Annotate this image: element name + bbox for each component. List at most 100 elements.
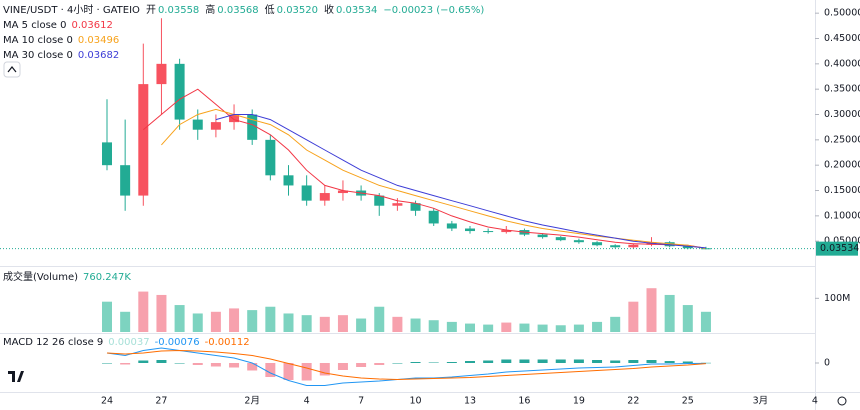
volume-bar (301, 315, 312, 332)
y-tick-label: 0 (824, 358, 830, 369)
candle-body (337, 190, 348, 194)
volume-bar (700, 311, 711, 332)
y-tick-label: 0.20000 (824, 160, 860, 171)
macd-line (106, 349, 706, 381)
macd-histogram-bar (392, 363, 403, 364)
x-tick-label: 16 (518, 396, 530, 407)
candle-body (592, 242, 603, 246)
x-tick-label: 4 (812, 396, 818, 407)
volume-bar (229, 308, 240, 332)
last-price-box (816, 241, 858, 256)
candle-body (446, 223, 457, 229)
volume-bar (465, 323, 475, 332)
macd-histogram-bar (646, 360, 657, 363)
candle-body (120, 165, 131, 196)
candle-body (247, 114, 258, 140)
y-tick-label: 0.15000 (824, 185, 860, 196)
tv-logo[interactable] (4, 365, 28, 387)
macd-histogram-bar (319, 363, 330, 376)
ohlc-label: 开 (146, 5, 156, 16)
macd-histogram-bar (700, 362, 711, 364)
macd-histogram-bar (483, 360, 494, 363)
candle-body (283, 175, 294, 186)
macd-histogram-bar (555, 359, 566, 363)
candle-body (610, 245, 621, 248)
candle-body (573, 240, 584, 243)
macd-histogram-bar (283, 363, 294, 380)
macd-hist-value: 0.00037 (108, 337, 149, 348)
ma-name: MA 30 close 0 (3, 50, 73, 61)
volume-bar (682, 305, 693, 332)
collapse-button[interactable] (3, 61, 21, 78)
volume-bar (138, 291, 149, 332)
collapse-icon (7, 66, 17, 73)
volume-bar (537, 324, 548, 332)
macd-histogram-bar (301, 363, 312, 381)
macd-histogram-bar (428, 362, 439, 363)
volume-bar (628, 301, 639, 332)
volume-bar (410, 318, 421, 332)
ohlc-label: 高 (205, 3, 215, 16)
y-tick-label: 0.45000 (824, 33, 860, 44)
volume-title: 成交量(Volume) (3, 270, 78, 283)
candle-body (628, 244, 639, 248)
x-tick-label: 10 (410, 396, 422, 407)
candle-body (428, 210, 439, 224)
x-tick-label: 27 (155, 396, 167, 407)
candle-body (156, 63, 167, 85)
macd-histogram-bar (664, 361, 675, 363)
x-tick-label: 22 (627, 396, 639, 407)
candle-body (483, 231, 494, 233)
volume-bar (501, 322, 512, 332)
volume-bar (319, 316, 330, 332)
x-tick-label: 7 (358, 396, 364, 407)
candle-body (174, 63, 185, 120)
candle-body (210, 122, 221, 130)
volume-bar (610, 316, 621, 332)
ohlc-value: 0.03568 (217, 5, 258, 16)
macd-histogram-bar (192, 363, 203, 365)
volume-bar (664, 294, 675, 332)
volume-bar (646, 288, 657, 332)
settings-icon[interactable] (837, 396, 847, 406)
volume-bar (392, 316, 403, 332)
volume-bar (374, 306, 385, 332)
x-tick-label: 19 (573, 396, 585, 407)
volume-bar (446, 321, 457, 332)
ma-name: MA 5 close 0 (3, 20, 67, 31)
candle-body (138, 84, 149, 196)
ma-line (142, 88, 706, 249)
macd-signal-value: -0.00112 (205, 337, 250, 348)
macd-histogram-bar (374, 363, 385, 365)
volume-bar (247, 310, 258, 332)
ma-name: MA 10 close 0 (3, 35, 73, 46)
ma-value: 0.03612 (72, 20, 113, 31)
x-tick-label: 24 (101, 396, 113, 407)
volume-bar (573, 324, 584, 332)
macd-histogram-bar (573, 359, 584, 363)
macd-histogram-bar (537, 359, 548, 363)
macd-histogram-bar (210, 363, 221, 367)
candle-body (682, 246, 693, 249)
candle-body (555, 237, 566, 241)
volume-bar (519, 323, 530, 332)
symbol: VINE/USDT · 4小时 · GATEIO (3, 4, 140, 16)
macd-histogram-bar (120, 363, 131, 365)
volume-bar (483, 324, 494, 332)
macd-histogram-bar (337, 363, 348, 370)
ma-legend: MA 10 close 0 0.03496 (3, 35, 119, 46)
x-tick-label: 13 (464, 396, 476, 407)
candle-body (537, 234, 548, 238)
ma-line (215, 114, 706, 249)
logo-shape (8, 371, 24, 382)
volume-bar (337, 315, 348, 332)
logo-bg (4, 365, 28, 387)
macd-histogram-bar (519, 359, 530, 363)
macd-histogram-bar (229, 363, 240, 368)
ma-value: 0.03682 (78, 50, 119, 61)
macd-histogram-bar (501, 359, 512, 363)
ohlc-value: 0.03520 (277, 5, 318, 16)
y-tick-label: 0.50000 (824, 8, 860, 19)
last-price-label: 0.03534 (820, 243, 859, 254)
